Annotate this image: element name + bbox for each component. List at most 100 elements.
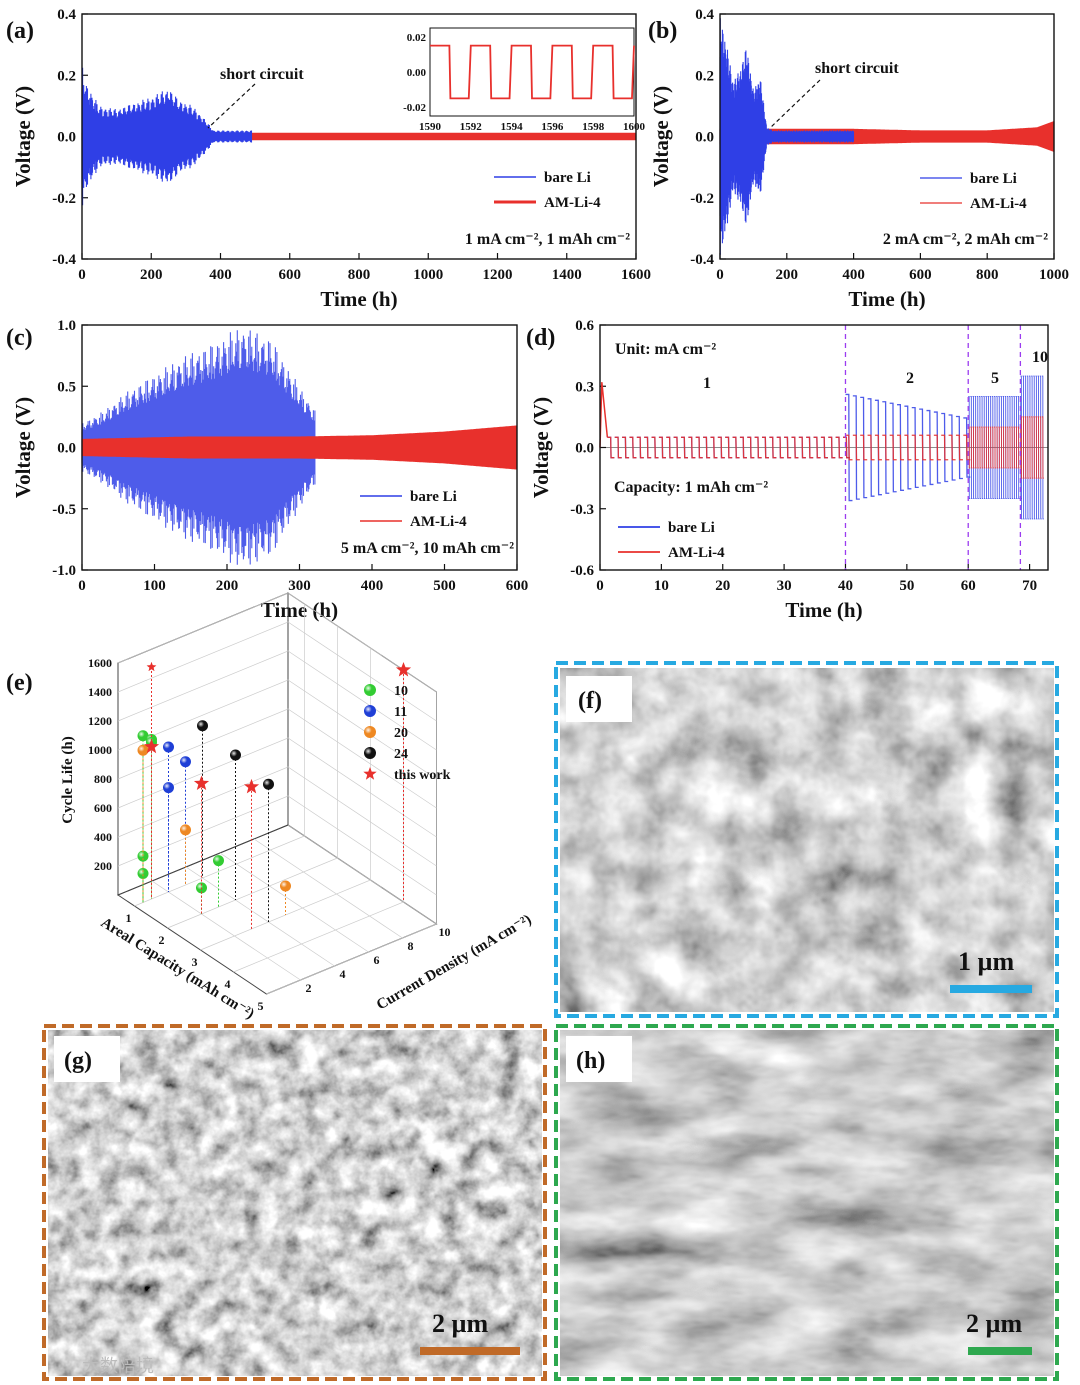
x-tick-label: 200 [216, 578, 239, 594]
y-tick-label: 1600 [88, 656, 112, 670]
grid-z [151, 880, 301, 981]
y-tick-label: 400 [94, 830, 112, 844]
sem-panel-h: (h) 2 µm [554, 1024, 1059, 1381]
plot-frame [81, 324, 518, 571]
x-tick-label: 1600 [621, 267, 651, 283]
condition-label: 5 mA cm⁻², 10 mAh cm⁻² [341, 540, 514, 557]
x-tick-label: 1000 [1039, 267, 1069, 283]
x-axis-label: Areal Capacity (mAh cm⁻²) [98, 915, 257, 1023]
legend-marker-highlight [364, 705, 376, 717]
z-tick-label: 2 [306, 981, 312, 995]
x-tick-label: 200 [776, 267, 799, 283]
marker-highlight [197, 720, 208, 732]
y-tick-label: 1.0 [57, 318, 76, 334]
grid-y [117, 766, 437, 867]
x-tick-label: 400 [209, 267, 232, 283]
y-tick-label: 0.5 [57, 379, 76, 395]
marker-highlight [163, 741, 174, 753]
marker-highlight [137, 744, 149, 756]
y-tick-label: 1200 [88, 714, 112, 728]
inset-x-tick-label: 1596 [541, 121, 564, 133]
legend-label: 10 [394, 684, 408, 699]
inset-x-tick-label: 1592 [460, 121, 483, 133]
grid-z [253, 838, 403, 939]
x-tick-label: 800 [976, 267, 999, 283]
short-circuit-label: short circuit [220, 66, 304, 83]
x-axis-label: Time (h) [320, 287, 397, 311]
rate-label-10: 10 [1032, 349, 1048, 366]
legend-label: AM-Li-4 [544, 195, 601, 211]
rate-label-5: 5 [991, 370, 999, 387]
y-tick-label: 1000 [88, 743, 112, 757]
legend-marker-highlight [364, 747, 376, 759]
x-tick-label: 1000 [413, 267, 443, 283]
x-tick-label: 60 [961, 578, 976, 594]
legend-label: 24 [394, 747, 408, 762]
x-tick-label: 0 [716, 267, 724, 283]
x-tick-label: 500 [433, 578, 456, 594]
sem-border-f [554, 661, 1059, 1018]
chart-d-rate-test: 0 10 20 30 40 50 60 70 -0.6 -0.3 0.0 0.3 0.6 Time (h)… [529, 318, 1049, 622]
z-axis-label: Current Density (mA cm⁻²) [374, 912, 534, 1014]
y-tick-label: -0.6 [570, 563, 594, 579]
marker-highlight [137, 730, 149, 742]
legend-marker-highlight [364, 684, 376, 696]
plot-frame [81, 13, 637, 260]
panel-label-e: (e) [6, 670, 33, 696]
sem-label-box-g [54, 1036, 120, 1082]
legend-label: 20 [394, 726, 408, 741]
panel-label-b: (b) [648, 18, 677, 44]
x-tick-label: 70 [1022, 578, 1037, 594]
y-tick-label: 200 [94, 859, 112, 873]
series-am-li-4-10 [1020, 416, 1044, 479]
y-tick-label: -0.4 [690, 252, 714, 268]
grid-y [117, 621, 437, 722]
series-bare-li [719, 18, 855, 255]
legend-label: bare Li [668, 520, 715, 536]
grid-y [117, 679, 437, 780]
sem-label-box-h [566, 1036, 632, 1082]
panel-label-d: (d) [526, 325, 555, 351]
series-am-li-4-1 [607, 436, 851, 459]
sem-label-box-f [566, 676, 632, 722]
panel-label-a: (a) [6, 18, 34, 44]
z-tick-label: 8 [408, 939, 414, 953]
condition-label: 2 mA cm⁻², 2 mAh cm⁻² [883, 231, 1048, 248]
inset-y-tick-label: -0.02 [403, 102, 426, 114]
x-tick-label: 800 [348, 267, 371, 283]
x-axis-label: Time (h) [848, 287, 925, 311]
plot-frame [599, 324, 1049, 571]
short-circuit-arrow [769, 79, 821, 129]
marker-highlight [180, 756, 191, 768]
scale-bar-f [950, 985, 1032, 993]
sem-label-f: (f) [578, 688, 602, 714]
y-tick-label: 0.0 [695, 130, 714, 146]
legend-label: bare Li [970, 171, 1017, 187]
x-tick-label: 600 [279, 267, 302, 283]
sem-image-g [48, 1030, 542, 1376]
x-tick-label: 3 [192, 955, 198, 969]
y-tick-label: 0.0 [57, 441, 76, 457]
x-tick-label: 0 [78, 267, 86, 283]
y-axis-label: Voltage (V) [11, 86, 35, 187]
grid-y [117, 592, 437, 693]
x-tick-label: 300 [288, 578, 311, 594]
x-tick-label: 50 [899, 578, 914, 594]
y-tick-label: 0.3 [575, 379, 594, 395]
x-tick-label: 600 [506, 578, 529, 594]
inset-x-tick-label: 1590 [419, 121, 442, 133]
sem-label-g: (g) [64, 1048, 92, 1074]
x-tick-label: 30 [777, 578, 792, 594]
legend-label: bare Li [544, 170, 591, 186]
y-tick-label: 0.4 [695, 7, 714, 23]
marker-highlight [213, 855, 224, 867]
chart-b-voltage-2mA: 0 200 400 600 800 1000 -0.4 -0.2 0.0 0.2 0.4 Time (… [649, 7, 1069, 311]
plot-frame [719, 13, 1055, 260]
scale-text-h: 2 µm [966, 1309, 1022, 1338]
sem-label-h: (h) [576, 1048, 605, 1074]
y-tick-label: -0.3 [570, 502, 594, 518]
inset-x-tick-label: 1600 [623, 121, 646, 133]
y-tick-label: -1.0 [52, 563, 76, 579]
sem-image-f [560, 668, 1054, 1012]
